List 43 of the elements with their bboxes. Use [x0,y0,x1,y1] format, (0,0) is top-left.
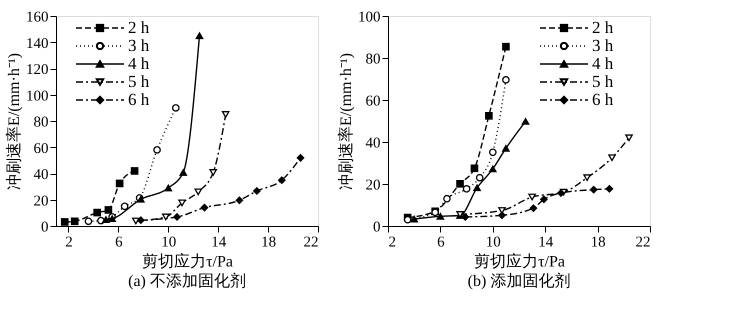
y-tick-label: 160 [26,10,48,26]
y-tick-label: 60 [366,94,380,110]
x-tick-label: 22 [636,234,650,250]
legend-label: 4 h [128,54,150,73]
y-tick-label: 60 [34,140,48,157]
legend-label: 2 h [592,18,614,37]
x-tick-label: 6 [437,234,446,250]
x-tick-label: 14 [211,234,227,250]
legend-label: 2 h [128,18,150,37]
y-tick-label: 80 [34,114,48,130]
y-tick-label: 20 [366,178,380,194]
y-axis-title: 冲刷速率E/(mm·h⁻¹) [337,53,355,190]
y-tick-label: 0 [373,220,380,236]
x-tick-label: 22 [304,234,318,250]
x-tick-label: 2 [65,234,73,250]
legend-label: 3 h [128,36,150,55]
y-tick-label: 140 [26,36,48,52]
x-tick-label: 18 [590,234,606,250]
y-tick-label: 20 [34,193,48,210]
x-axis-title: 剪切应力τ/Pa [474,252,565,270]
legend-label: 3 h [592,36,614,55]
legend-label: 5 h [128,72,150,91]
y-tick-label: 40 [34,167,48,183]
x-axis-title: 剪切应力τ/Pa [142,252,233,270]
legend-label: 4 h [592,54,614,73]
x-tick-label: 10 [486,234,501,250]
text: (b) 添加固化剂 [468,272,570,290]
y-tick-label: 40 [366,136,380,152]
x-tick-label: 10 [161,234,176,250]
y-tick-label: 100 [358,10,380,26]
y-tick-label: 120 [26,62,48,78]
legend-label: 6 h [128,90,150,109]
y-axis-title: 冲刷速率E/(mm·h⁻¹) [5,53,23,190]
x-tick-label: 14 [538,234,554,250]
y-tick-label: 100 [26,88,48,104]
y-tick-label: 0 [41,220,48,236]
x-tick-label: 18 [261,234,276,250]
legend-label: 6 h [592,90,614,109]
x-tick-label: 6 [115,234,124,250]
text: (a) 不添加固化剂 [128,272,246,290]
legend-label: 5 h [592,72,614,91]
x-tick-label: 2 [388,234,396,250]
y-tick-label: 80 [366,52,380,68]
